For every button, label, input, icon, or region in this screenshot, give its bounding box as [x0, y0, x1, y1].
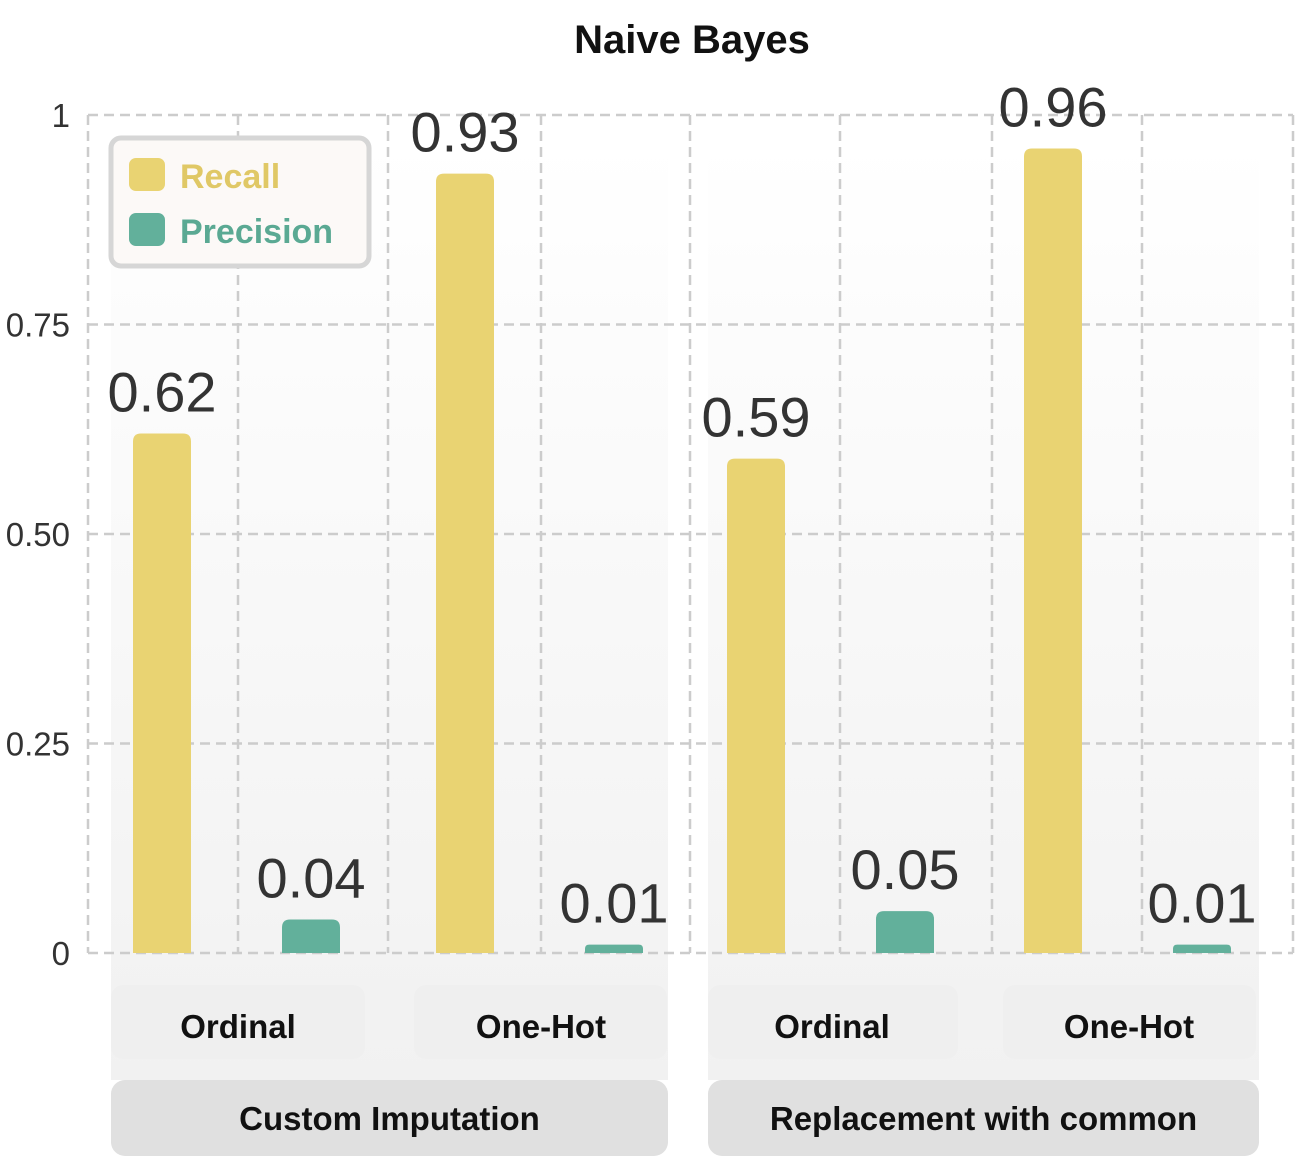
- x-category-label: Ordinal: [774, 1008, 890, 1045]
- bar-precision: [876, 911, 934, 953]
- legend-swatch-recall: [129, 158, 165, 191]
- legend-label-precision: Precision: [180, 213, 333, 251]
- axes: 0 0.25 0.50 0.75 1 Ordinal One-Hot Ordinal One-H…: [6, 97, 1197, 1137]
- chart-background: [111, 140, 1259, 1156]
- group-panel: [111, 140, 668, 1080]
- x-group-label: Replacement with common: [770, 1100, 1197, 1137]
- y-tick-label: 0.25: [6, 726, 70, 763]
- legend-label-recall: Recall: [180, 158, 280, 196]
- x-category-label: Ordinal: [180, 1008, 296, 1045]
- data-labels: 0.62 0.93 0.59 0.96 0.04 0.01 0.05 0.01: [108, 76, 1257, 935]
- bar-precision: [282, 919, 340, 953]
- bar-value-label: 0.59: [702, 386, 811, 449]
- bar-recall: [436, 173, 494, 953]
- category-label-panel: [708, 985, 958, 1059]
- x-category-label: One-Hot: [1064, 1008, 1194, 1045]
- y-tick-label: 0.75: [6, 307, 70, 344]
- bar-value-label: 0.01: [560, 872, 669, 935]
- bar-value-label: 0.93: [411, 101, 520, 164]
- y-tick-label: 0: [52, 935, 70, 972]
- bar-recall: [727, 458, 785, 953]
- category-label-panel: [111, 985, 365, 1059]
- bar-value-label: 0.96: [999, 76, 1108, 139]
- bar-value-label: 0.05: [851, 838, 960, 901]
- category-label-panel: [1003, 985, 1256, 1059]
- category-label-panel: [414, 985, 667, 1059]
- legend-box: [108, 135, 372, 269]
- bars: [133, 148, 1231, 953]
- bar-value-label: 0.62: [108, 360, 217, 423]
- x-group-label: Custom Imputation: [239, 1100, 540, 1137]
- y-tick-label: 1: [52, 97, 70, 134]
- bar-recall: [1024, 148, 1082, 953]
- legend-swatch-precision: [129, 213, 165, 246]
- group-panel: [708, 140, 1259, 1080]
- bar-value-label: 0.04: [257, 846, 366, 909]
- bar-precision: [585, 944, 643, 953]
- y-tick-label: 0.50: [6, 516, 70, 553]
- chart-title: Naive Bayes: [574, 18, 810, 62]
- group-label-panel: [708, 1080, 1259, 1156]
- bar-precision: [1173, 944, 1231, 953]
- group-label-panel: [111, 1080, 668, 1156]
- legend: Recall Precision: [108, 135, 372, 269]
- bar-value-label: 0.01: [1148, 872, 1257, 935]
- x-category-label: One-Hot: [476, 1008, 606, 1045]
- bar-recall: [133, 433, 191, 953]
